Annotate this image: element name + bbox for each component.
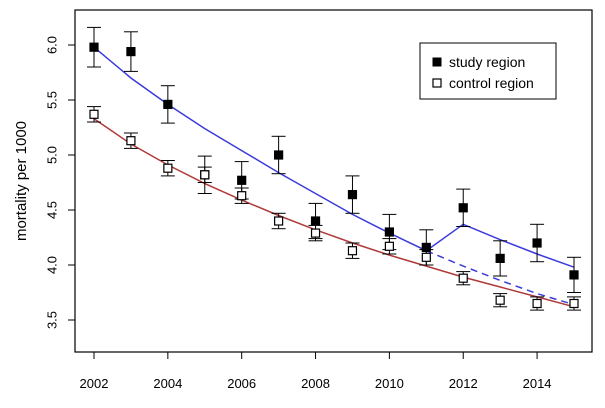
y-tick-label: 5.5	[44, 91, 59, 109]
control-region-point	[274, 216, 284, 226]
study-region-point	[532, 238, 542, 248]
control-region-point	[569, 298, 579, 309]
study-region-point	[237, 175, 247, 185]
y-tick-label: 5.0	[44, 146, 59, 164]
trend-line	[426, 250, 575, 306]
control-region-point	[310, 228, 321, 238]
trend-lines	[93, 46, 575, 308]
legend-marker-study-region	[432, 57, 442, 67]
legend-label-study-region: study region	[449, 54, 525, 70]
control-region-point	[126, 136, 136, 146]
study-region-point	[421, 242, 431, 252]
y-tick-label: 4.5	[44, 201, 59, 219]
y-axis-label: mortality per 1000	[13, 121, 30, 241]
study-region-point	[163, 99, 173, 110]
x-tick-label: 2008	[301, 376, 330, 391]
control-region-point	[89, 109, 99, 119]
plot-area	[74, 9, 593, 353]
control-region-point	[384, 241, 394, 251]
control-region-point	[495, 295, 505, 305]
study-region-point	[89, 42, 99, 52]
control-region-point	[237, 191, 247, 201]
control-region-point	[532, 298, 542, 309]
x-tick-label: 2012	[449, 376, 478, 391]
x-tick-label: 2002	[80, 376, 109, 391]
study-region-point	[126, 46, 136, 57]
study-region-point	[347, 190, 358, 200]
study-region-point	[495, 253, 505, 263]
x-tick-label: 2010	[375, 376, 404, 391]
markers	[89, 42, 579, 309]
study-region-point	[569, 270, 579, 280]
x-tick-label: 2004	[153, 376, 182, 391]
legend: study region control region	[419, 42, 557, 100]
study-region-point	[384, 227, 394, 237]
x-tick-label: 2006	[227, 376, 256, 391]
axis-ticks: 2002 2004 2006 2008 2010 2012 2014 3.5 4.0 4.5 5.0…	[44, 36, 551, 391]
study-region-point	[310, 216, 321, 226]
legend-label-control-region: control region	[449, 75, 534, 91]
x-tick-label: 2014	[523, 376, 552, 391]
study-region-point	[274, 150, 284, 160]
study-region-point	[458, 203, 468, 213]
control-region-point	[458, 273, 468, 283]
control-region-point	[200, 170, 210, 180]
y-tick-label: 3.5	[44, 311, 59, 329]
legend-marker-control-region	[432, 78, 442, 88]
control-region-point	[347, 246, 358, 256]
plot-frame	[74, 9, 593, 353]
legend-box	[419, 42, 557, 100]
trend-line	[93, 118, 575, 308]
y-tick-label: 4.0	[44, 256, 59, 274]
control-region-point	[421, 252, 431, 262]
y-tick-label: 6.0	[44, 36, 59, 54]
trend-line	[93, 46, 575, 268]
control-region-point	[163, 163, 173, 173]
